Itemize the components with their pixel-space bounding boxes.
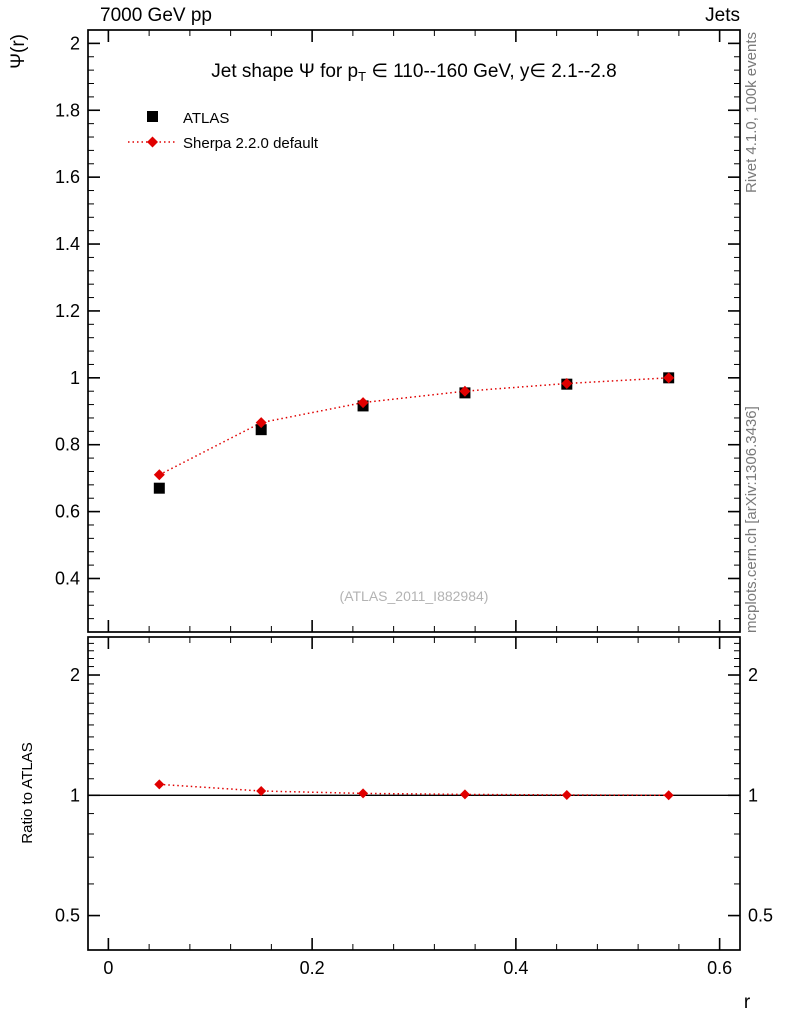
main-panel-frame bbox=[87, 29, 741, 633]
legend: ATLAS Sherpa 2.2.0 default bbox=[128, 110, 319, 152]
legend-atlas-label: ATLAS bbox=[183, 110, 229, 127]
ratio-tick-label-left: 1 bbox=[70, 785, 80, 805]
ratio-data-marker bbox=[358, 788, 369, 799]
axis-ticks-layer: 0 0.2 0.4 0.6 0.4 0.6 0.8 1 1.2 1.4 1.6 1.8 2 0.5 0.5 1… bbox=[55, 29, 773, 978]
ratio-tick-label-right: 1 bbox=[748, 785, 758, 805]
sherpa-data-marker bbox=[459, 385, 471, 397]
ratio-data-marker bbox=[256, 786, 267, 797]
ratio-curve bbox=[159, 783, 669, 797]
ratio-data-marker bbox=[561, 789, 572, 800]
x-tick-label: 0.4 bbox=[503, 958, 528, 978]
y-tick-label: 1.8 bbox=[55, 100, 80, 120]
ratio-tick-label-left: 0.5 bbox=[55, 906, 80, 926]
plot-title: Jet shape Ψ for pT ∈ 110--160 GeV, y∈ 2.… bbox=[211, 61, 616, 84]
y-tick-label: 1.6 bbox=[55, 167, 80, 187]
legend-sherpa-diamond-marker bbox=[147, 136, 158, 148]
sherpa-data-marker bbox=[153, 469, 165, 481]
ratio-tick-label-right: 0.5 bbox=[748, 906, 773, 926]
x-tick-label: 0 bbox=[103, 958, 113, 978]
sherpa-data-marker bbox=[663, 372, 675, 384]
ratio-panel-frame bbox=[87, 636, 741, 951]
atlas-data-marker bbox=[255, 424, 267, 436]
atlas-data-marker bbox=[153, 482, 165, 494]
plot-title-pre: Jet shape Ψ for p bbox=[211, 61, 358, 82]
ratio-data-marker bbox=[663, 790, 674, 801]
header-analysis-label: Jets bbox=[705, 5, 740, 26]
data-points-layer bbox=[88, 372, 740, 801]
sherpa-curve bbox=[158, 377, 669, 476]
sherpa-data-marker bbox=[561, 378, 573, 390]
ratio-tick-label-right: 2 bbox=[748, 665, 758, 685]
y-tick-label: 1.4 bbox=[55, 234, 80, 254]
legend-atlas-square-marker bbox=[147, 111, 158, 122]
y-tick-label: 2 bbox=[70, 33, 80, 53]
ratio-y-axis-title: Ratio to ATLAS bbox=[19, 742, 36, 843]
mcplots-arxiv-note: mcplots.cern.ch [arXiv:1306.3436] bbox=[743, 406, 760, 633]
ratio-tick-label-left: 2 bbox=[70, 665, 80, 685]
sherpa-data-marker bbox=[255, 417, 267, 429]
x-axis-title: r bbox=[744, 992, 751, 1013]
legend-sherpa-label: Sherpa 2.2.0 default bbox=[183, 135, 319, 152]
plot-title-post: ∈ 110--160 GeV, y∈ 2.1--2.8 bbox=[366, 61, 617, 82]
x-tick-label: 0.6 bbox=[707, 958, 732, 978]
rivet-version-note: Rivet 4.1.0, 100k events bbox=[743, 32, 760, 193]
y-tick-label: 0.8 bbox=[55, 435, 80, 455]
ratio-data-marker bbox=[154, 779, 165, 790]
analysis-id-watermark: (ATLAS_2011_I882984) bbox=[340, 588, 489, 604]
header-beam-label: 7000 GeV pp bbox=[100, 5, 212, 26]
y-tick-label: 1 bbox=[70, 368, 80, 388]
y-tick-label: 1.2 bbox=[55, 301, 80, 321]
main-y-axis-title: Ψ(r) bbox=[8, 34, 29, 69]
sherpa-data-marker bbox=[357, 397, 369, 409]
y-tick-label: 0.6 bbox=[55, 502, 80, 522]
y-tick-label: 0.4 bbox=[55, 568, 80, 588]
x-tick-label: 0.2 bbox=[300, 958, 325, 978]
ratio-data-marker bbox=[459, 789, 470, 800]
plot-title-subscript: T bbox=[358, 69, 366, 84]
